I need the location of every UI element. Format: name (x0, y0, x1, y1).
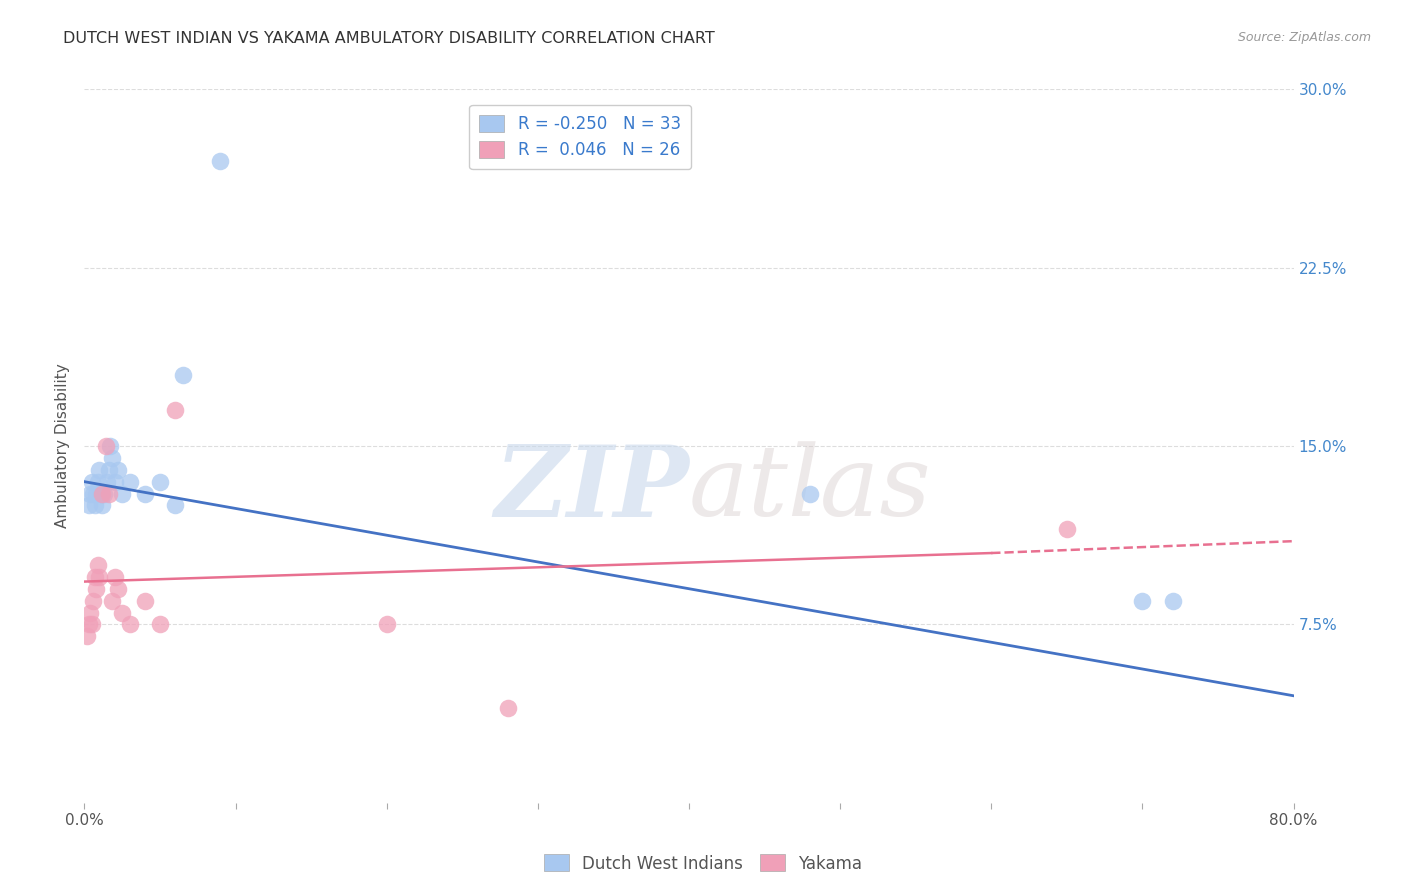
Point (80, 475, 103, 489)
Point (82, 593, 104, 607)
Text: DUTCH WEST INDIAN VS YAKAMA AMBULATORY DISABILITY CORRELATION CHART: DUTCH WEST INDIAN VS YAKAMA AMBULATORY D… (63, 31, 716, 46)
Point (79, 486, 101, 500)
Point (118, 617, 141, 632)
Point (80, 617, 103, 632)
Point (91, 486, 114, 500)
Point (165, 499, 187, 513)
Point (89, 570, 111, 584)
Point (94, 439, 117, 453)
Point (134, 486, 156, 500)
Text: Source: ZipAtlas.com: Source: ZipAtlas.com (1237, 31, 1371, 45)
Point (87, 558, 110, 572)
Point (209, 153, 232, 168)
Point (97, 486, 120, 500)
Point (91, 499, 114, 513)
Point (77, 499, 100, 513)
Point (87, 475, 110, 489)
Point (134, 593, 156, 607)
Point (149, 475, 172, 489)
Point (79, 606, 101, 620)
Text: atlas: atlas (689, 442, 932, 536)
Point (84, 499, 107, 513)
Point (90, 486, 112, 500)
Point (86, 486, 108, 500)
Point (1056, 522, 1078, 536)
Point (98, 439, 121, 453)
Point (1161, 593, 1184, 607)
Point (799, 486, 821, 500)
Point (104, 475, 127, 489)
Point (111, 486, 134, 500)
Point (100, 450, 122, 465)
Point (97, 463, 120, 477)
Point (76, 629, 98, 643)
Y-axis label: Ambulatory Disability: Ambulatory Disability (55, 364, 70, 528)
Point (93, 486, 115, 500)
Point (107, 463, 129, 477)
Point (86, 582, 108, 596)
Point (84, 570, 107, 584)
Point (96, 475, 118, 489)
Point (104, 570, 127, 584)
Point (118, 475, 141, 489)
Point (89, 463, 111, 477)
Point (172, 368, 194, 382)
Point (100, 593, 122, 607)
Point (77, 617, 100, 632)
Point (1130, 593, 1153, 607)
Point (165, 403, 187, 417)
Point (496, 700, 519, 714)
Point (107, 582, 129, 596)
Text: ZIP: ZIP (494, 441, 689, 537)
Legend: Dutch West Indians, Yakama: Dutch West Indians, Yakama (537, 847, 869, 880)
Legend: R = -0.250   N = 33, R =  0.046   N = 26: R = -0.250 N = 33, R = 0.046 N = 26 (470, 104, 690, 169)
Point (111, 606, 134, 620)
Point (82, 486, 104, 500)
Point (149, 617, 172, 632)
Point (375, 617, 398, 632)
